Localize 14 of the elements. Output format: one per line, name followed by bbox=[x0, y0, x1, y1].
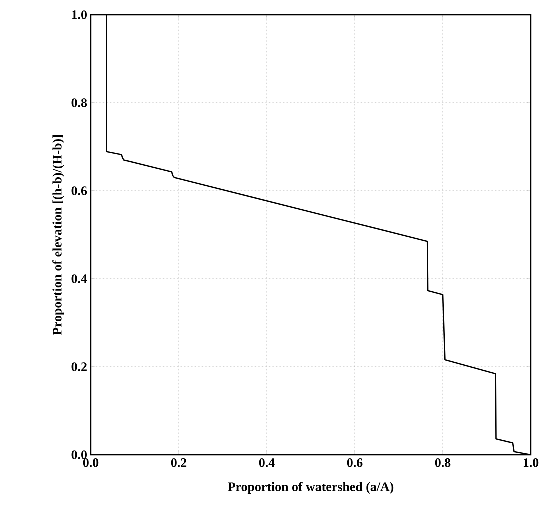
y-tick-label: 1.0 bbox=[72, 10, 87, 20]
y-tick-label: 0.6 bbox=[72, 186, 88, 196]
y-tick-label: 0.0 bbox=[72, 450, 87, 460]
y-tick-label: 0.2 bbox=[72, 362, 87, 372]
y-tick-label: 0.8 bbox=[72, 98, 88, 108]
y-tick-label: 0.4 bbox=[72, 274, 88, 284]
x-tick-label: 0.8 bbox=[435, 458, 451, 468]
x-axis-title: Proportion of watershed (a/A) bbox=[228, 482, 394, 494]
x-tick-label: 1.0 bbox=[524, 458, 539, 468]
x-tick-label: 0.0 bbox=[83, 458, 99, 468]
x-tick-label: 0.4 bbox=[259, 458, 275, 468]
y-axis-title: Proportion of elevation [(h-b)/(H-b)] bbox=[52, 136, 64, 336]
x-tick-label: 0.6 bbox=[347, 458, 363, 468]
x-tick-label: 0.2 bbox=[171, 458, 187, 468]
